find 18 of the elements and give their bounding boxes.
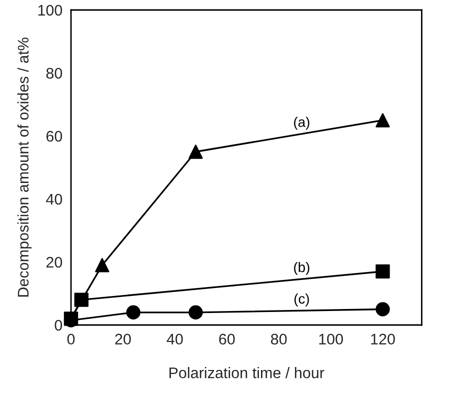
series-label: (c): [294, 294, 309, 306]
y-tick-label: 100: [38, 4, 62, 16]
series-label: (a): [294, 116, 310, 130]
x-tick-label: 60: [219, 334, 235, 345]
x-tick-label: 40: [166, 334, 183, 345]
y-tick-label: 0: [54, 320, 62, 331]
y-tick-label: 80: [46, 68, 62, 79]
series-label: (b): [294, 262, 310, 275]
y-tick-label: 60: [46, 130, 62, 142]
x-tick-label: 20: [115, 334, 131, 345]
y-tick-label: 20: [46, 256, 62, 268]
y-axis-title: Decomposition amount of oxides / at%: [17, 38, 32, 297]
x-tick-label: 120: [371, 334, 395, 345]
x-tick-label: 0: [67, 334, 75, 345]
x-tick-label: 100: [319, 334, 343, 345]
y-tick-label: 40: [46, 194, 62, 205]
x-axis-title: Polarization time / hour: [169, 367, 324, 378]
x-tick-label: 80: [270, 334, 287, 345]
